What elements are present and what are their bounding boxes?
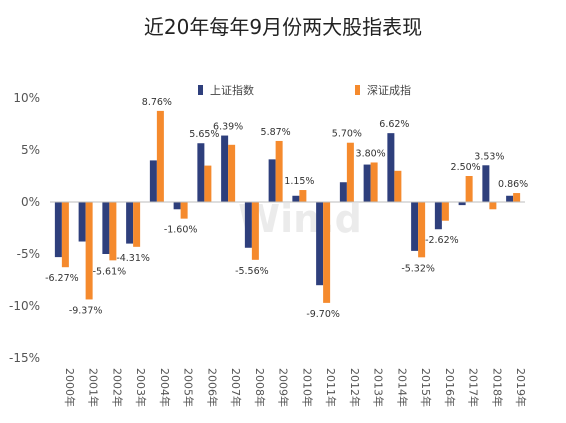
y-tick-label: -15%	[9, 351, 40, 365]
bar-shenzhen-15	[418, 202, 426, 258]
y-tick-label: 10%	[13, 91, 40, 105]
y-axis: 10% 5% 0% -5% -10% -15%	[9, 91, 40, 365]
bar-shanghai-19	[506, 195, 514, 202]
y-tick-label: 0%	[21, 195, 40, 209]
bar-shanghai-3	[126, 202, 134, 244]
data-label: 8.76%	[142, 97, 172, 108]
bar-shanghai-9	[268, 159, 276, 202]
x-tick-label: 2005年	[182, 368, 196, 407]
data-label: 5.87%	[261, 127, 291, 138]
bar-shenzhen-13	[370, 162, 378, 202]
data-label: -2.62%	[425, 235, 459, 246]
bar-shenzhen-6	[204, 165, 212, 202]
bar-shenzhen-8	[251, 202, 259, 260]
x-tick-label: 2002年	[110, 368, 124, 407]
bar-shanghai-1	[78, 202, 86, 242]
data-label: 5.65%	[189, 129, 219, 140]
bar-shanghai-12	[339, 182, 347, 202]
data-label: 3.53%	[474, 151, 504, 162]
x-tick-label: 2000年	[63, 368, 77, 407]
data-label: -9.37%	[69, 305, 103, 316]
x-tick-label: 2019年	[514, 368, 528, 407]
x-tick-label: 2015年	[419, 368, 433, 407]
bar-shanghai-8	[244, 202, 252, 248]
bar-shanghai-16	[434, 202, 442, 230]
bar-shanghai-5	[173, 202, 181, 210]
data-label: 6.39%	[213, 122, 243, 133]
data-labels: -6.27% -9.37% -5.61% -4.31% 8.76% -1.60% 5.65%…	[45, 97, 528, 320]
x-tick-label: 2012年	[348, 368, 362, 407]
bar-shenzhen-12	[346, 142, 354, 202]
bars	[54, 110, 521, 303]
bar-shenzhen-2	[109, 202, 117, 261]
data-label: -5.61%	[93, 266, 127, 277]
bar-shanghai-13	[363, 164, 371, 202]
data-label: 2.50%	[451, 162, 481, 173]
x-tick-label: 2016年	[443, 368, 457, 407]
x-tick-label: 2003年	[134, 368, 148, 407]
data-label: -6.27%	[45, 273, 79, 284]
x-tick-label: 2018年	[490, 368, 504, 407]
x-axis: 2000年 2001年 2002年 2003年 2004年 2005年 2006年 2007年…	[63, 368, 528, 407]
bar-shenzhen-0	[61, 202, 69, 268]
data-label: 0.86%	[498, 179, 528, 190]
bar-shenzhen-9	[275, 140, 283, 202]
x-tick-label: 2008年	[253, 368, 267, 407]
bar-shenzhen-14	[394, 170, 402, 202]
x-tick-label: 2014年	[395, 368, 409, 407]
bar-shanghai-10	[292, 195, 300, 202]
bar-shenzhen-5	[180, 202, 188, 219]
bar-shanghai-15	[411, 202, 419, 251]
data-label: 3.80%	[356, 148, 386, 159]
legend-label-shenzhen: 深证成指	[367, 83, 411, 97]
bar-shenzhen-16	[441, 202, 449, 221]
x-tick-label: 2009年	[277, 368, 291, 407]
data-label: -5.32%	[401, 263, 435, 274]
x-tick-label: 2010年	[300, 368, 314, 407]
x-tick-label: 2001年	[87, 368, 101, 407]
x-tick-label: 2011年	[324, 368, 338, 407]
y-tick-label: -5%	[17, 247, 40, 261]
legend-swatch-shenzhen	[355, 85, 360, 95]
bar-shanghai-2	[102, 202, 110, 254]
data-label: 1.15%	[284, 176, 314, 187]
bar-shanghai-17	[458, 202, 466, 206]
bar-shenzhen-18	[489, 202, 497, 210]
data-label: 6.62%	[379, 119, 409, 130]
data-label: -1.60%	[164, 225, 198, 236]
bar-shanghai-14	[387, 133, 395, 202]
bar-shanghai-18	[482, 165, 490, 202]
bar-shenzhen-19	[513, 193, 521, 202]
bar-shenzhen-10	[299, 190, 307, 202]
bar-shanghai-4	[149, 160, 157, 202]
bar-shenzhen-17	[465, 176, 473, 202]
bar-shenzhen-11	[323, 202, 331, 303]
legend: 上证指数 深证成指	[198, 83, 411, 97]
bar-shanghai-6	[197, 143, 205, 202]
bar-shanghai-11	[316, 202, 324, 286]
bar-shenzhen-3	[133, 202, 141, 247]
bar-shanghai-0	[54, 202, 62, 258]
bar-shanghai-7	[221, 135, 229, 202]
y-tick-label: -10%	[9, 299, 40, 313]
x-tick-label: 2017年	[467, 368, 481, 407]
data-label: -5.56%	[235, 266, 269, 277]
y-tick-label: 5%	[21, 143, 40, 157]
x-tick-label: 2004年	[158, 368, 172, 407]
data-label: -9.70%	[306, 309, 340, 320]
bar-shenzhen-4	[156, 110, 164, 202]
bar-shenzhen-1	[85, 202, 93, 300]
legend-label-shanghai: 上证指数	[210, 83, 254, 97]
chart-title: 近20年每年9月份两大股指表现	[144, 15, 422, 39]
data-label: 5.70%	[332, 129, 362, 140]
bar-shenzhen-7	[228, 144, 236, 202]
x-tick-label: 2007年	[229, 368, 243, 407]
legend-swatch-shanghai	[198, 85, 203, 95]
x-tick-label: 2013年	[372, 368, 386, 407]
data-label: -4.31%	[116, 253, 150, 264]
x-tick-label: 2006年	[205, 368, 219, 407]
